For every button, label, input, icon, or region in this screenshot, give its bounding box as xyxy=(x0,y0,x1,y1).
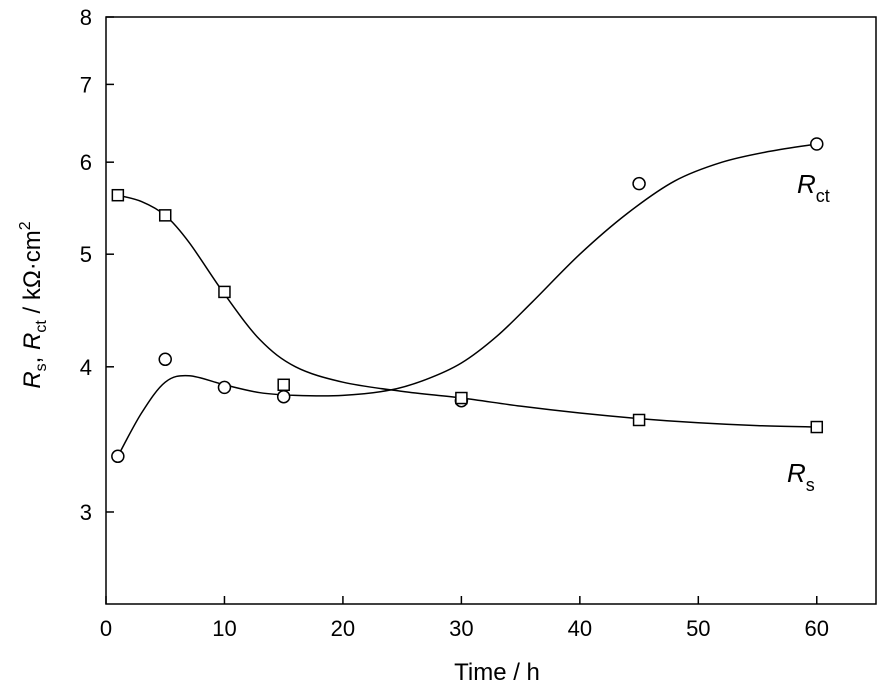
x-tick-label: 60 xyxy=(805,616,829,641)
data-point-circle xyxy=(276,389,291,404)
data-markers xyxy=(111,137,824,464)
x-tick-label: 30 xyxy=(449,616,473,641)
y-axis-label: Rs, Rct / kΩ·cm2 xyxy=(17,221,50,388)
data-point-circle xyxy=(632,176,646,191)
data-point-square xyxy=(277,378,290,392)
x-axis-label: Time / h xyxy=(454,659,540,685)
y-tick-label: 7 xyxy=(80,72,92,97)
y-axis-ticks: 3 4 5 6 7 8 xyxy=(80,5,114,525)
x-tick-label: 40 xyxy=(568,616,592,641)
series-label-rct: Rct xyxy=(797,169,830,206)
data-point-circle xyxy=(111,449,125,464)
x-tick-label: 50 xyxy=(686,616,710,641)
data-point-square xyxy=(455,391,468,405)
data-point-square xyxy=(810,420,824,434)
plot-frame xyxy=(105,16,877,605)
x-tick-label: 0 xyxy=(100,616,112,641)
y-tick-label: 3 xyxy=(80,500,92,525)
fit-curve-1 xyxy=(117,194,817,428)
series-label-rs: Rs xyxy=(787,458,815,495)
y-tick-label: 6 xyxy=(80,150,92,175)
fit-curve-0 xyxy=(117,143,817,457)
y-tick-label: 8 xyxy=(80,5,92,30)
data-point-circle xyxy=(158,352,172,367)
x-tick-label: 10 xyxy=(212,616,236,641)
y-tick-label: 5 xyxy=(80,242,92,267)
x-axis-ticks: 0 10 20 30 40 50 60 xyxy=(100,596,829,641)
data-point-square xyxy=(218,285,231,299)
y-tick-label: 4 xyxy=(80,355,92,380)
data-point-square xyxy=(111,188,125,202)
data-point-square xyxy=(158,209,172,222)
x-tick-label: 20 xyxy=(331,616,355,641)
fit-curves xyxy=(117,143,817,457)
data-point-circle xyxy=(810,137,824,151)
data-point-circle xyxy=(217,380,232,395)
data-point-square xyxy=(632,413,646,427)
